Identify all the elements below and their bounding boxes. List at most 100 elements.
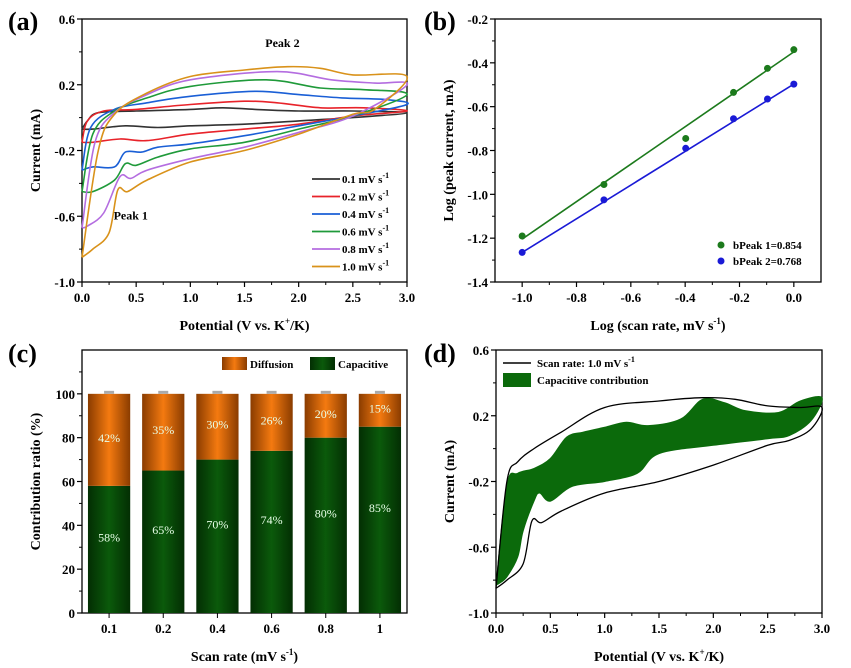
bar-label-capacitive: 85% xyxy=(369,501,391,515)
legend-label-base: 0.2 mV s xyxy=(342,192,383,204)
series-1: bPeak 1=0.854 xyxy=(518,46,802,252)
y-tick-label: -0.2 xyxy=(468,475,489,490)
series-2: bPeak 2=0.768 xyxy=(518,80,802,268)
y-tick-label: -0.2 xyxy=(54,144,75,159)
capacitive-area xyxy=(495,395,823,587)
y-tick-label: 0.6 xyxy=(473,343,490,358)
bar-group-0.6: 74% 26% 0.6 xyxy=(250,390,293,636)
x-tick-label: 0.0 xyxy=(74,290,90,305)
fit-line xyxy=(521,83,795,254)
x-tick-label: 0.1 xyxy=(101,621,117,636)
data-point xyxy=(730,115,738,123)
x-axis-label-base: Scan rate (mV s xyxy=(191,650,287,665)
bar-group-0.2: 65% 35% 0.2 xyxy=(142,390,185,636)
bar-cap-mark xyxy=(320,390,331,394)
x-tick-label: 0.4 xyxy=(209,621,226,636)
legend-swatch-fill xyxy=(503,373,531,387)
bar-label-diffusion: 26% xyxy=(261,413,283,427)
x-tick-label: 0.6 xyxy=(263,621,280,636)
legend-label-scan-rate: Scan rate: 1.0 mV s-1 xyxy=(537,355,635,370)
y-tick-label: 0.2 xyxy=(473,409,489,424)
bar-diffusion xyxy=(250,393,293,451)
data-point xyxy=(600,196,608,204)
legend-swatch-capacitive xyxy=(310,357,335,370)
bar-diffusion xyxy=(358,393,402,427)
y-tick-label: 0.6 xyxy=(59,12,76,27)
bar-capacitive xyxy=(304,437,347,613)
legend: Scan rate: 1.0 mV s-1 Capacitive contribu… xyxy=(503,355,649,387)
x-axis-label-sup: -1 xyxy=(286,647,294,657)
y-tick-label: -0.6 xyxy=(54,209,75,224)
x-axis-label-text: Potential (V vs. K+/K) xyxy=(594,647,724,665)
y-tick-label: 40 xyxy=(62,518,75,533)
bar-cap-mark xyxy=(212,390,223,394)
x-tick-label: 3.0 xyxy=(399,290,415,305)
cv-curve xyxy=(495,396,823,589)
x-tick-label: 3.0 xyxy=(814,621,830,636)
cv-curve xyxy=(81,90,409,171)
legend-marker xyxy=(717,257,725,265)
bar-capacitive xyxy=(250,450,293,613)
y-tick-label: -0.4 xyxy=(467,56,488,71)
legend-label-base: 0.8 mV s xyxy=(342,244,383,256)
y-axis-label: Current (mA) xyxy=(443,440,458,524)
x-axis-label-tail: ) xyxy=(293,650,298,665)
x-tick-label: -0.2 xyxy=(729,290,750,305)
x-tick-label: 1.0 xyxy=(182,290,198,305)
panel-b: -1.0 -0.8 -0.6 -0.4 -0.2 0.0 -1.4 -1.2 -1.0 -0.8 -… xyxy=(424,7,822,334)
y-tick-label: 0 xyxy=(69,606,76,621)
y-tick-label: -0.6 xyxy=(467,100,488,115)
x-tick-label: 2.5 xyxy=(345,290,362,305)
bar-diffusion xyxy=(87,393,131,486)
x-tick-label: 0.5 xyxy=(128,290,145,305)
x-axis-label-tail: /K) xyxy=(289,319,310,334)
bar-label-capacitive: 58% xyxy=(98,530,120,544)
legend-marker xyxy=(717,241,725,249)
legend-label: 0.4 mV s-1 xyxy=(342,206,389,221)
x-axis-label-tail: /K) xyxy=(704,650,725,665)
legend-label-base: 0.4 mV s xyxy=(342,209,383,221)
legend-label-base: 1.0 mV s xyxy=(342,262,383,274)
x-tick-label: 2.0 xyxy=(291,290,307,305)
bar-diffusion xyxy=(304,393,347,438)
data-point xyxy=(763,95,771,103)
panel-label-c: (c) xyxy=(8,339,37,368)
y-tick-label: 20 xyxy=(62,562,75,577)
x-tick-label: -0.4 xyxy=(675,290,696,305)
annotation-peak-2: Peak 2 xyxy=(265,36,299,50)
data-point xyxy=(518,232,526,240)
data-point xyxy=(790,80,798,88)
legend-label-base: 0.6 mV s xyxy=(342,227,383,239)
x-tick-label: 0.8 xyxy=(318,621,335,636)
x-tick-label: -1.0 xyxy=(512,290,533,305)
x-tick-label: 1.5 xyxy=(651,621,668,636)
legend-label: 0.8 mV s-1 xyxy=(342,241,389,256)
bar-cap-mark xyxy=(266,390,277,394)
legend-label-capacitive: Capacitive xyxy=(338,359,388,371)
bar-label-diffusion: 20% xyxy=(315,407,337,421)
legend-label-sup: -1 xyxy=(382,171,389,180)
bar-label-diffusion: 15% xyxy=(369,401,391,415)
bar-label-capacitive: 65% xyxy=(152,523,174,537)
legend-label-sup: -1 xyxy=(382,224,389,233)
y-axis-label: Log (peak current, mA) xyxy=(442,79,457,221)
x-tick-label: 0.0 xyxy=(488,621,504,636)
bar-label-diffusion: 35% xyxy=(152,423,174,437)
bar-group-0.8: 80% 20% 0.8 xyxy=(304,390,347,636)
x-tick-label: 0.5 xyxy=(542,621,559,636)
bar-cap-mark xyxy=(374,390,385,394)
legend-label-sup: -1 xyxy=(382,259,389,268)
x-axis-label: Potential (V vs. K+/K) xyxy=(179,316,309,334)
bar-capacitive xyxy=(142,470,185,613)
bar-label-capacitive: 80% xyxy=(315,506,337,520)
panel-label-a: (a) xyxy=(8,7,38,36)
x-axis-label-sup: + xyxy=(285,316,290,326)
y-axis-label: Contribution ratio (%) xyxy=(29,412,44,550)
legend-label: bPeak 1=0.854 xyxy=(733,240,802,252)
y-tick-label: -1.4 xyxy=(467,275,488,290)
y-tick-label: -1.2 xyxy=(467,231,488,246)
legend-label: 0.6 mV s-1 xyxy=(342,224,389,239)
bar-diffusion xyxy=(142,393,185,471)
bar-label-capacitive: 74% xyxy=(261,513,283,527)
x-tick-label: -0.6 xyxy=(621,290,642,305)
